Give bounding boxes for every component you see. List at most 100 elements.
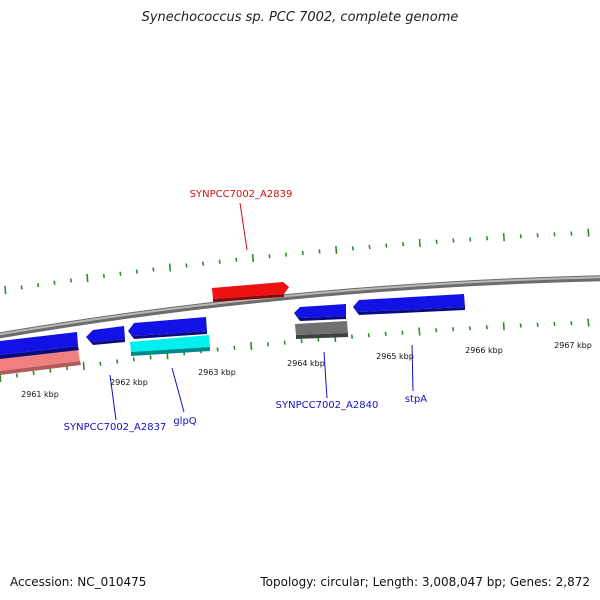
scale-label-2966: 2966 kbp xyxy=(465,346,503,355)
outer-tick-mark xyxy=(418,238,421,247)
inner-tick-mark xyxy=(49,368,52,373)
gene-glpQ-upper[interactable] xyxy=(128,317,207,339)
inner-tick-mark xyxy=(132,357,135,362)
gene-label-A2837: SYNPCC7002_A2837 xyxy=(64,422,167,433)
leader-line-glpQ xyxy=(171,367,185,413)
outer-tick-mark xyxy=(351,246,354,251)
leader-line-A2837 xyxy=(109,374,117,421)
outer-tick-mark xyxy=(69,278,73,283)
gene-glpQ[interactable] xyxy=(130,335,210,356)
inner-tick-mark xyxy=(350,334,354,339)
inner-tick-mark xyxy=(82,361,85,370)
outer-tick-mark xyxy=(53,280,56,285)
outer-tick-mark xyxy=(452,238,455,243)
inner-tick-mark xyxy=(233,345,236,350)
inner-tick-mark xyxy=(536,322,539,327)
inner-tick-mark xyxy=(15,373,19,378)
inner-tick-mark xyxy=(317,337,320,342)
outer-tick-mark xyxy=(301,250,304,256)
outer-tick-mark xyxy=(20,285,23,290)
inner-tick-mark xyxy=(149,355,152,360)
gene-stpA[interactable] xyxy=(353,294,465,315)
outer-tick-mark xyxy=(168,263,172,272)
inner-tick-mark xyxy=(418,327,421,336)
outer-tick-ring xyxy=(4,228,590,295)
outer-tick-mark xyxy=(435,239,438,244)
accession-text: Accession: NC_010475 xyxy=(10,575,147,589)
outer-tick-mark xyxy=(570,231,573,236)
outer-tick-mark xyxy=(86,274,89,283)
outer-tick-mark xyxy=(235,257,238,262)
outer-tick-mark xyxy=(587,228,590,237)
inner-tick-mark xyxy=(401,330,404,335)
outer-tick-mark xyxy=(202,261,205,266)
outer-tick-mark xyxy=(318,249,321,254)
outer-tick-mark xyxy=(486,236,489,241)
inner-tick-mark xyxy=(553,321,556,327)
genome-backbone xyxy=(0,275,600,339)
outer-tick-mark xyxy=(152,267,155,272)
inner-tick-mark xyxy=(384,331,387,337)
inner-tick-mark xyxy=(570,321,573,326)
inner-tick-mark xyxy=(367,333,370,338)
inner-tick-mark xyxy=(519,323,522,328)
genome-summary-text: Topology: circular; Length: 3,008,047 bp… xyxy=(260,575,590,589)
inner-tick-mark xyxy=(65,366,69,371)
gene-pink[interactable] xyxy=(0,349,81,375)
gene-SYNPCC7002-A2837[interactable] xyxy=(86,326,125,345)
inner-tick-mark xyxy=(468,326,472,331)
gene-label-stpA: stpA xyxy=(405,394,427,405)
leader-line-A2839 xyxy=(239,202,248,251)
outer-tick-mark xyxy=(368,244,371,250)
gene-SYNPCC7002-A2839[interactable] xyxy=(212,282,289,302)
gene-label-glpQ: glpQ xyxy=(173,416,196,427)
inner-tick-mark xyxy=(283,340,286,345)
gene-label-A2840: SYNPCC7002_A2840 xyxy=(276,400,379,411)
inner-tick-mark xyxy=(116,359,119,364)
outer-tick-mark xyxy=(185,263,188,268)
inner-tick-mark xyxy=(250,341,253,350)
inner-tick-mark xyxy=(300,338,303,344)
outer-tick-mark xyxy=(402,242,405,247)
outer-tick-mark xyxy=(385,243,388,248)
scale-label-2967: 2967 kbp xyxy=(554,341,592,350)
outer-tick-mark xyxy=(268,254,271,259)
inner-tick-mark xyxy=(32,370,35,376)
outer-tick-mark xyxy=(4,285,7,295)
outer-tick-mark xyxy=(218,259,221,264)
leader-line-stpA xyxy=(411,344,414,392)
inner-tick-mark xyxy=(266,342,270,347)
scale-label-2965: 2965 kbp xyxy=(376,352,414,361)
outer-tick-mark xyxy=(102,273,105,279)
inner-tick-mark xyxy=(99,361,102,366)
gene-label-A2839: SYNPCC7002_A2839 xyxy=(190,189,293,200)
outer-tick-mark xyxy=(119,271,122,276)
gene-SYNPCC7002-A2840-upper[interactable] xyxy=(294,304,346,321)
scale-label-2963: 2963 kbp xyxy=(198,368,236,377)
outer-tick-mark xyxy=(251,254,254,263)
map-title: Synechococcus sp. PCC 7002, complete gen… xyxy=(141,10,459,25)
scale-label-2961: 2961 kbp xyxy=(21,390,59,399)
scale-label-2962: 2962 kbp xyxy=(110,378,148,387)
outer-tick-mark xyxy=(536,233,539,238)
inner-tick-ring xyxy=(0,318,590,383)
outer-tick-mark xyxy=(285,252,288,257)
scale-label-2964: 2964 kbp xyxy=(287,359,325,368)
outer-tick-mark xyxy=(553,232,556,237)
gene-SYNPCC7002-A2840[interactable] xyxy=(295,321,348,339)
genome-backbone-highlight xyxy=(0,276,600,336)
outer-tick-mark xyxy=(502,233,505,242)
outer-tick-mark xyxy=(519,234,522,239)
inner-tick-mark xyxy=(452,327,455,332)
inner-tick-mark xyxy=(435,328,438,333)
outer-tick-mark xyxy=(37,282,40,288)
inner-tick-mark xyxy=(587,318,590,327)
leader-line-A2840 xyxy=(323,351,328,399)
inner-tick-mark xyxy=(216,347,219,352)
gene-blue-left[interactable] xyxy=(0,332,79,359)
outer-tick-mark xyxy=(469,237,472,242)
inner-tick-mark xyxy=(502,322,505,331)
inner-tick-mark xyxy=(485,325,488,330)
outer-tick-mark xyxy=(335,245,338,254)
